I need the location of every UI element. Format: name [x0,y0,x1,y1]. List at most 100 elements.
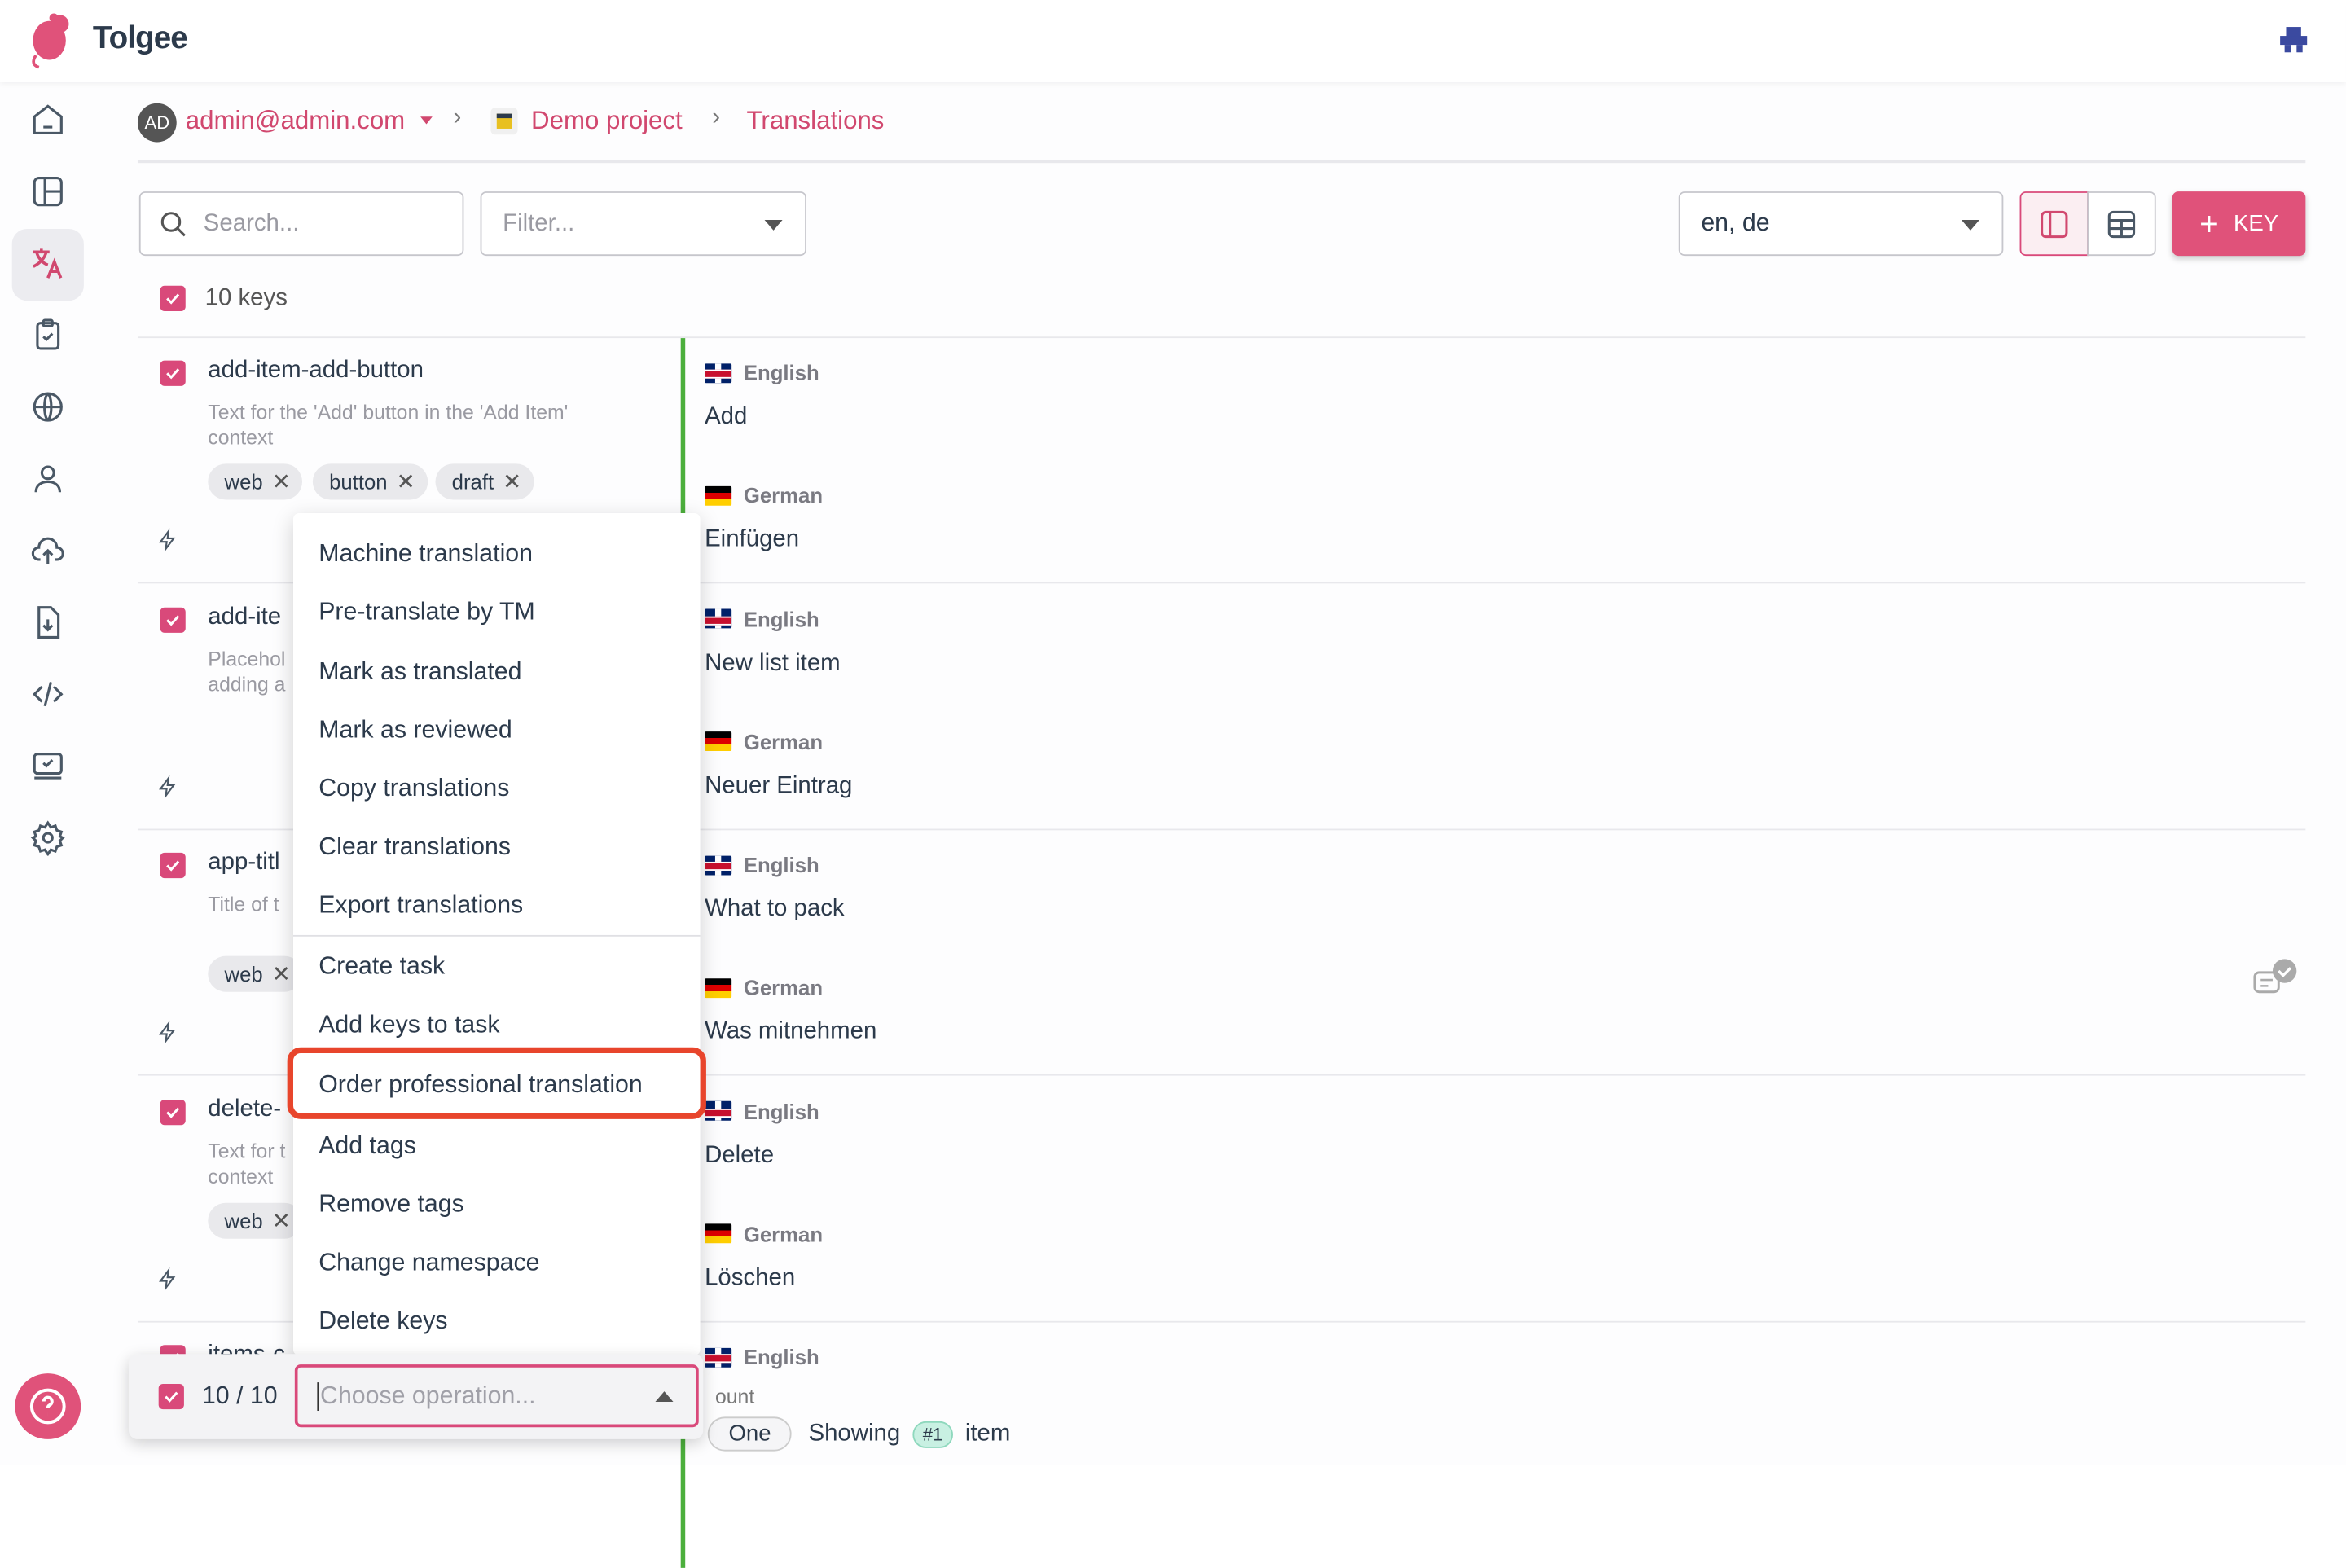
sidebar-members-icon[interactable] [27,458,68,499]
breadcrumb-user[interactable]: admin@admin.com [185,106,406,135]
german-flag-icon [705,485,732,505]
key-description: Placehol [208,647,286,670]
uk-flag-icon [705,1100,732,1121]
row-checkbox[interactable] [160,852,186,879]
key-name[interactable]: add-item-add-button [208,357,424,384]
menu-item[interactable]: Mark as reviewed [319,716,512,744]
menu-item[interactable]: Machine translation [319,540,534,568]
translation-german[interactable]: Neuer Eintrag [705,772,853,798]
key-description: context [208,1164,274,1188]
tag-chip[interactable]: web ✕ [208,1201,303,1238]
keys-count: 10 keys [204,285,288,312]
sidebar-export-icon[interactable] [27,601,68,643]
tag-chip[interactable]: web ✕ [208,463,303,500]
user-avatar: AD [137,103,177,143]
remove-tag-icon[interactable]: ✕ [396,469,415,495]
tag-chip[interactable]: web ✕ [208,955,303,992]
menu-item[interactable]: Change namespace [319,1249,540,1276]
operation-select[interactable]: Choose operation... [294,1364,699,1428]
uk-flag-icon [705,608,732,629]
sidebar-settings-icon[interactable] [27,817,68,859]
breadcrumb-page[interactable]: Translations [746,106,885,135]
app-name: Tolgee [92,20,188,55]
batch-select-checkbox[interactable] [158,1383,184,1410]
language-label-german: German [705,1222,823,1245]
add-key-button[interactable]: + KEY [2172,191,2306,257]
sidebar-dashboard-icon[interactable] [27,170,68,212]
help-button[interactable] [15,1373,81,1439]
row-checkbox[interactable] [160,360,186,386]
key-description: context [208,426,274,450]
menu-item[interactable]: Clear translations [319,833,512,861]
select-all-checkbox[interactable] [160,285,186,312]
project-avatar-icon [490,108,518,135]
menu-item[interactable]: Pre-translate by TM [319,598,535,626]
key-name[interactable]: delete- [208,1096,282,1122]
lightning-icon[interactable] [157,774,178,798]
user-avatar-icon[interactable] [2277,24,2309,56]
translation-german[interactable]: Was mitnehmen [705,1018,877,1045]
language-select[interactable]: en, de [1678,191,2004,257]
translation-text: Showing [808,1420,901,1447]
lightning-icon[interactable] [157,1266,178,1291]
language-label-german: German [705,483,823,507]
key-name[interactable]: app-titl [208,850,280,876]
translation-english[interactable]: Delete [705,1142,775,1168]
remove-tag-icon[interactable]: ✕ [271,1208,291,1234]
menu-item[interactable]: Export translations [319,891,524,919]
lightning-icon[interactable] [157,1020,178,1044]
sidebar-review-icon[interactable] [27,745,68,787]
remove-tag-icon[interactable]: ✕ [503,469,522,495]
remove-tag-icon[interactable]: ✕ [271,961,291,988]
menu-item[interactable]: Remove tags [319,1191,464,1219]
tag-chip[interactable]: draft ✕ [435,463,534,500]
tag-label: draft [451,469,494,494]
key-name[interactable]: add-ite [208,604,282,630]
plural-chip: One [707,1416,793,1452]
translation-english[interactable]: What to pack [705,896,845,922]
sidebar-integrate-icon[interactable] [27,674,68,715]
add-key-label: KEY [2234,210,2279,237]
language-name: English [743,1099,819,1123]
menu-item[interactable]: Mark as translated [319,658,522,686]
menu-item[interactable]: Copy translations [319,775,510,802]
menu-item[interactable]: Add keys to task [319,1011,500,1039]
comments-icon[interactable] [2252,957,2302,1002]
menu-item[interactable]: Delete keys [319,1307,448,1335]
sidebar-tasks-icon[interactable] [27,314,68,356]
tag-chip[interactable]: button ✕ [312,463,428,500]
remove-tag-icon[interactable]: ✕ [271,469,291,495]
sidebar-home-icon[interactable] [27,99,68,140]
uk-flag-icon [705,362,732,383]
sidebar-languages-icon[interactable] [27,386,68,428]
translation-german[interactable]: Löschen [705,1264,796,1291]
translation-english[interactable]: New list item [705,650,841,676]
lightning-icon[interactable] [157,528,178,552]
row-divider [137,828,2306,830]
menu-item[interactable]: Create task [319,952,446,981]
translation-german[interactable]: Einfügen [705,526,800,552]
tolgee-logo-icon[interactable] [27,11,75,70]
search-icon [160,211,186,236]
user-dropdown-icon[interactable] [420,116,433,125]
view-list-toggle[interactable] [2019,191,2089,257]
menu-item[interactable]: Add tags [319,1132,416,1160]
row-checkbox[interactable] [160,1099,186,1125]
table-view-icon [2107,209,2136,238]
list-view-icon [2041,209,2068,238]
translation-english[interactable]: Add [705,403,748,430]
tag-label: web [224,1208,263,1232]
search-input[interactable]: Search... [138,191,464,257]
sidebar-import-icon[interactable] [27,529,68,571]
row-checkbox[interactable] [160,606,186,633]
language-name: German [743,1221,824,1246]
view-table-toggle[interactable] [2087,191,2156,257]
filter-select[interactable]: Filter... [480,191,806,257]
language-label-german: German [705,976,823,999]
uk-flag-icon [705,854,732,875]
menu-item[interactable]: Order professional translation [319,1071,643,1099]
sidebar-translations-icon[interactable] [27,243,68,284]
header-divider [137,160,2306,164]
breadcrumb-project[interactable]: Demo project [531,106,683,135]
row-divider [137,582,2306,584]
